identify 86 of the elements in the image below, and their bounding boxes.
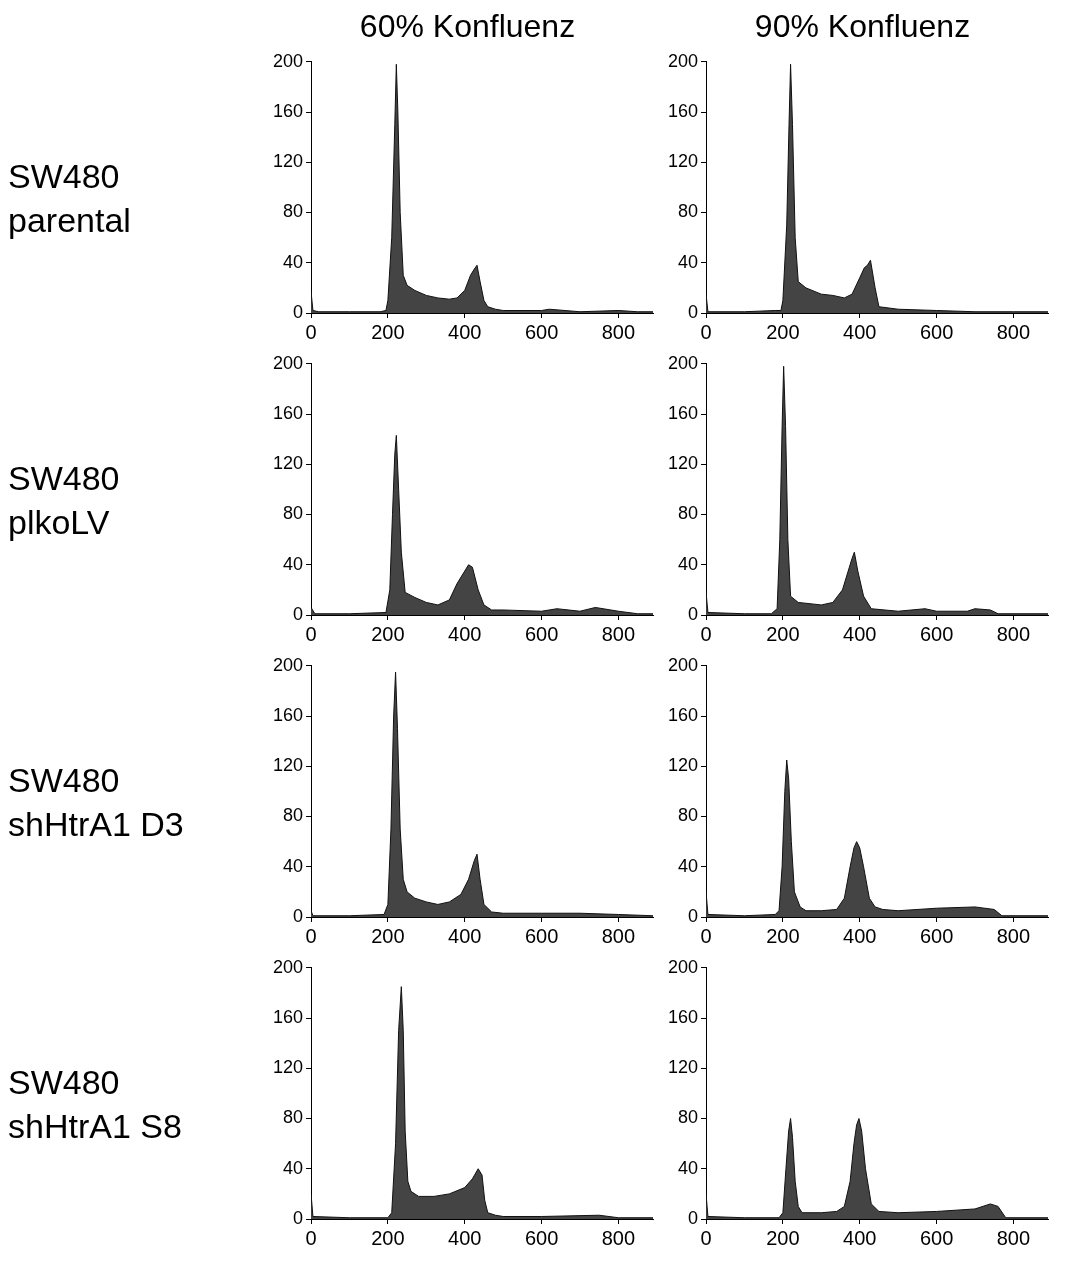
y-tick-label: 200 bbox=[667, 654, 699, 675]
y-tick-label: 120 bbox=[272, 151, 304, 172]
x-tick-label: 600 bbox=[524, 924, 559, 947]
y-tick-label: 40 bbox=[678, 855, 699, 876]
y-tick-label: 160 bbox=[667, 403, 699, 424]
y-tick-label: 120 bbox=[272, 1057, 304, 1078]
y-tick-label: 0 bbox=[688, 603, 699, 624]
y-tick-label: 0 bbox=[293, 603, 304, 624]
x-tick-label: 200 bbox=[371, 320, 405, 343]
x-tick-label: 800 bbox=[996, 622, 1031, 645]
y-tick-label: 200 bbox=[272, 654, 304, 675]
y-tick-label: 160 bbox=[272, 705, 304, 726]
y-axis-title: SW480 parental bbox=[8, 156, 131, 239]
x-tick-label: 400 bbox=[448, 320, 482, 343]
y-axis-title: SW480 shHtrA1 D3 bbox=[8, 760, 184, 843]
y-tick-label: 80 bbox=[678, 503, 699, 524]
y-tick-label: 120 bbox=[667, 453, 699, 474]
y-axis-title: SW480 plkoLV bbox=[8, 458, 120, 541]
x-tick-label: 200 bbox=[766, 1226, 800, 1249]
y-tick-label: 80 bbox=[283, 201, 304, 222]
y-tick-label: 120 bbox=[667, 1057, 699, 1078]
x-tick-label: 200 bbox=[766, 622, 800, 645]
x-tick-label: 400 bbox=[843, 1226, 877, 1249]
y-tick-label: 160 bbox=[272, 1007, 304, 1028]
y-tick-label: 200 bbox=[272, 956, 304, 977]
x-tick-label: 600 bbox=[919, 1226, 954, 1249]
x-tick-label: 200 bbox=[371, 622, 405, 645]
y-tick-label: 0 bbox=[688, 301, 699, 322]
y-tick-label: 80 bbox=[678, 201, 699, 222]
y-tick-label: 160 bbox=[272, 101, 304, 122]
y-tick-label: 80 bbox=[678, 1107, 699, 1128]
x-tick-label: 400 bbox=[448, 924, 482, 947]
y-tick-label: 200 bbox=[667, 50, 699, 71]
x-tick-label: 200 bbox=[371, 924, 405, 947]
x-tick-label: 800 bbox=[601, 924, 636, 947]
y-tick-label: 40 bbox=[283, 855, 304, 876]
x-tick-label: 600 bbox=[524, 1226, 559, 1249]
y-tick-label: 160 bbox=[667, 705, 699, 726]
y-tick-label: 200 bbox=[272, 352, 304, 373]
y-axis-title: SW480 shHtrA1 S8 bbox=[8, 1062, 182, 1145]
y-tick-label: 0 bbox=[293, 905, 304, 926]
y-tick-label: 0 bbox=[688, 1207, 699, 1228]
y-tick-label: 0 bbox=[688, 905, 699, 926]
x-tick-label: 600 bbox=[919, 622, 954, 645]
x-tick-label: 400 bbox=[448, 1226, 482, 1249]
y-tick-label: 80 bbox=[283, 805, 304, 826]
y-tick-label: 120 bbox=[667, 755, 699, 776]
y-tick-label: 120 bbox=[667, 151, 699, 172]
x-tick-label: 600 bbox=[524, 622, 559, 645]
x-tick-label: 800 bbox=[996, 320, 1031, 343]
y-tick-label: 80 bbox=[678, 805, 699, 826]
y-tick-label: 40 bbox=[678, 553, 699, 574]
y-tick-label: 200 bbox=[667, 352, 699, 373]
chart-title: 90% Konfluenz bbox=[754, 8, 971, 44]
x-tick-label: 200 bbox=[766, 924, 800, 947]
y-tick-label: 80 bbox=[283, 1107, 304, 1128]
y-tick-label: 80 bbox=[283, 503, 304, 524]
y-tick-label: 0 bbox=[293, 301, 304, 322]
x-tick-label: 400 bbox=[448, 622, 482, 645]
y-tick-label: 120 bbox=[272, 453, 304, 474]
y-tick-label: 0 bbox=[293, 1207, 304, 1228]
x-tick-label: 800 bbox=[601, 1226, 636, 1249]
y-tick-label: 160 bbox=[667, 1007, 699, 1028]
x-tick-label: 400 bbox=[843, 924, 877, 947]
x-tick-label: 200 bbox=[766, 320, 800, 343]
x-tick-label: 400 bbox=[843, 320, 877, 343]
y-tick-label: 40 bbox=[678, 1157, 699, 1178]
x-tick-label: 600 bbox=[524, 320, 559, 343]
x-tick-label: 200 bbox=[371, 1226, 405, 1249]
x-tick-label: 400 bbox=[843, 622, 877, 645]
x-tick-label: 600 bbox=[919, 320, 954, 343]
x-tick-label: 800 bbox=[601, 320, 636, 343]
x-tick-label: 800 bbox=[996, 924, 1031, 947]
x-tick-label: 800 bbox=[996, 1226, 1031, 1249]
y-tick-label: 120 bbox=[272, 755, 304, 776]
y-tick-label: 40 bbox=[678, 251, 699, 272]
y-tick-label: 40 bbox=[283, 251, 304, 272]
y-tick-label: 40 bbox=[283, 553, 304, 574]
y-tick-label: 160 bbox=[272, 403, 304, 424]
chart-title: 60% Konfluenz bbox=[359, 8, 576, 44]
y-tick-label: 200 bbox=[667, 956, 699, 977]
x-tick-label: 800 bbox=[601, 622, 636, 645]
y-tick-label: 160 bbox=[667, 101, 699, 122]
y-tick-label: 200 bbox=[272, 50, 304, 71]
x-tick-label: 600 bbox=[919, 924, 954, 947]
y-tick-label: 40 bbox=[283, 1157, 304, 1178]
